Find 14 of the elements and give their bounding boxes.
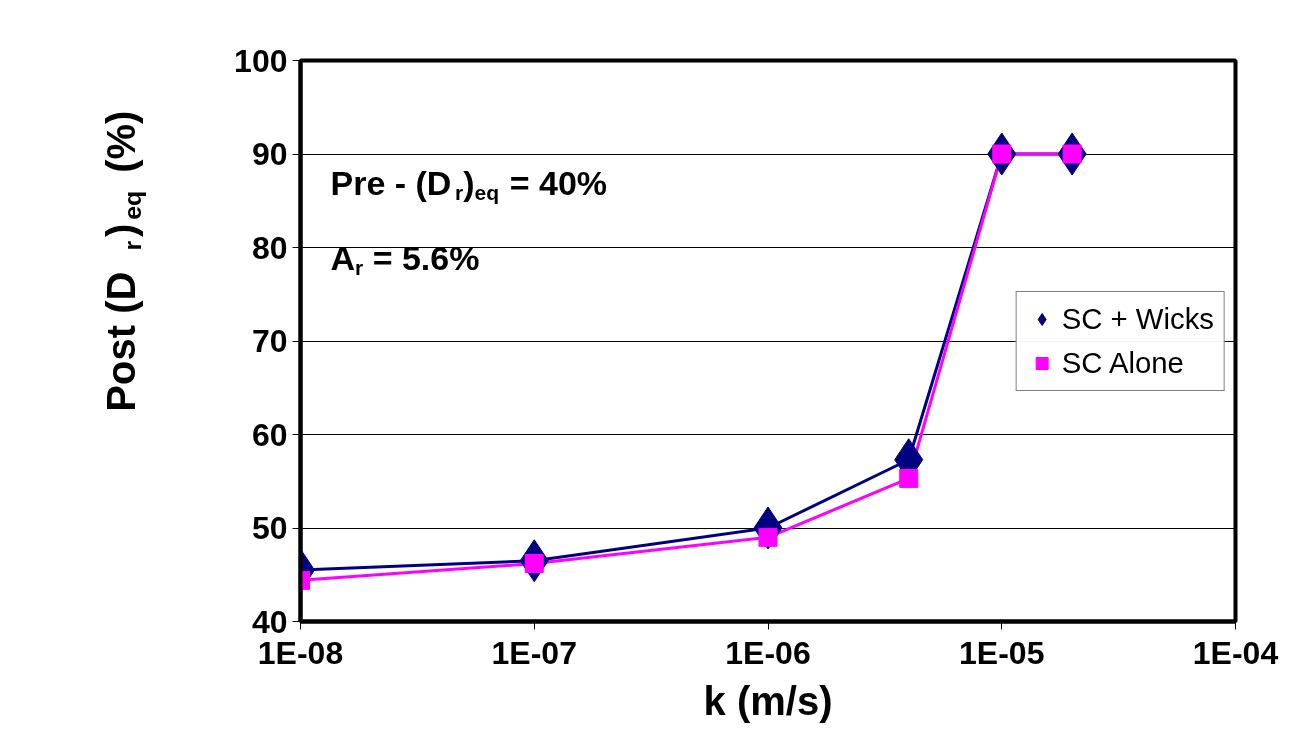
legend-label: SC + Wicks (1061, 301, 1214, 336)
y-tick-label: 90 (251, 136, 288, 172)
y-axis-title: Post (Dr)eq (%) (98, 110, 146, 412)
y-tick-label: 100 (234, 42, 288, 79)
x-axis-title: k (m/s) (703, 678, 833, 723)
legend-label: SC Alone (1061, 345, 1184, 380)
y-tick-label: 70 (251, 323, 288, 359)
x-tick-label: 1E-04 (1192, 634, 1279, 671)
y-tick-label: 50 (251, 510, 288, 546)
y-tick-label: 80 (251, 229, 288, 266)
y-tick-label: 60 (251, 416, 288, 453)
x-tick-label: 1E-06 (725, 634, 811, 671)
x-tick-label: 1E-05 (959, 634, 1045, 671)
x-tick-label: 1E-07 (491, 634, 577, 671)
